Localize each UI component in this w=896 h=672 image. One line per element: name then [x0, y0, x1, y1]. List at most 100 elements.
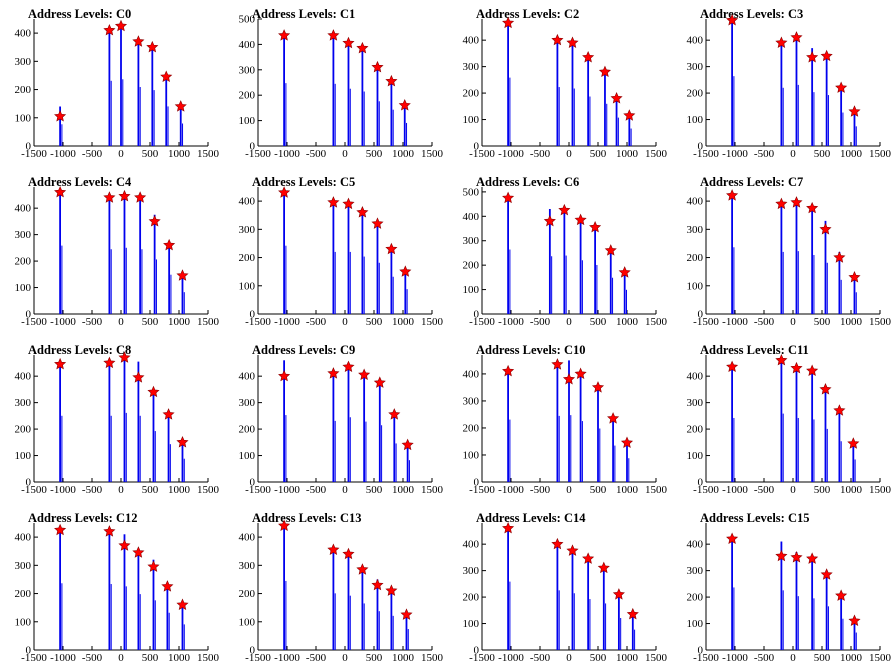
- x-tick-label: 0: [118, 484, 124, 496]
- x-tick-label: -1000: [722, 484, 748, 496]
- y-tick-label: 300: [687, 565, 704, 577]
- chart-title: Address Levels: C9: [252, 343, 356, 357]
- x-tick-label: -1000: [274, 316, 300, 328]
- chart-svg: 0 100 200 300 400 -1500 -1000 -500 0 500 1000 1500: [239, 519, 444, 664]
- level-marker: [176, 435, 189, 448]
- y-tick-label: 0: [26, 645, 32, 657]
- x-tick-label: -1000: [274, 148, 300, 160]
- level-marker: [278, 519, 291, 531]
- level-marker: [147, 560, 160, 572]
- x-tick-label: 1500: [645, 148, 668, 160]
- y-tick-label: 300: [687, 224, 704, 236]
- level-marker: [373, 376, 386, 388]
- chart-title: Address Levels: C2: [476, 7, 580, 21]
- y-tick-label: 200: [463, 592, 480, 604]
- x-tick-label: -500: [530, 316, 551, 328]
- x-tick-label: -500: [82, 148, 103, 160]
- y-tick-label: 100: [463, 618, 480, 630]
- x-tick-label: -1000: [50, 484, 76, 496]
- chart-svg: 0 100 200 300 400 -1500 -1000 -500 0 500 1000 1500: [15, 185, 220, 328]
- y-tick-label: 400: [687, 539, 704, 551]
- chart-svg: 0 100 200 300 400 -1500 -1000 -500 0 500 1000 1500: [687, 353, 892, 496]
- chart-title: Address Levels: C4: [28, 175, 132, 189]
- y-tick-label: 0: [26, 141, 32, 153]
- level-marker: [806, 51, 819, 63]
- x-tick-label: -500: [530, 484, 551, 496]
- level-marker: [502, 521, 515, 534]
- x-tick-label: -1000: [274, 484, 300, 496]
- level-marker: [562, 372, 576, 385]
- x-tick-label: -500: [754, 316, 775, 328]
- level-marker: [820, 49, 833, 62]
- x-tick-label: 1000: [168, 316, 191, 328]
- level-marker: [775, 36, 788, 48]
- x-tick-label: -500: [530, 652, 551, 664]
- x-tick-label: 1500: [197, 316, 220, 328]
- level-marker: [327, 196, 340, 208]
- x-tick-label: 500: [590, 148, 607, 160]
- chart-title: Address Levels: C6: [476, 175, 580, 189]
- y-tick-label: 200: [15, 588, 32, 600]
- y-tick-label: 0: [474, 141, 480, 153]
- y-tick-label: 100: [239, 450, 256, 462]
- level-marker: [114, 19, 128, 32]
- level-marker: [132, 546, 145, 558]
- chart-svg: 0 100 200 300 400 -1500 -1000 -500 0 500 1000 1500: [239, 186, 444, 328]
- level-marker: [134, 191, 147, 203]
- y-tick-label: 300: [463, 61, 480, 73]
- chart-svg: 0 100 200 300 400 500 -1500 -1000 -500 0 500 1000 15…: [463, 186, 668, 328]
- x-tick-label: -1000: [50, 148, 76, 160]
- y-tick-label: 100: [239, 616, 256, 628]
- level-marker: [146, 40, 159, 53]
- chart-panel: Address Levels: C12 0 100 200 300 400 -1500 -10…: [0, 504, 224, 672]
- level-marker: [103, 23, 116, 36]
- level-marker: [358, 368, 371, 380]
- x-tick-label: 1000: [616, 484, 639, 496]
- y-tick-label: 400: [687, 35, 704, 47]
- x-tick-label: 0: [566, 484, 572, 496]
- y-tick-label: 400: [15, 28, 32, 40]
- x-tick-label: -1500: [21, 652, 47, 664]
- x-tick-label: 1000: [616, 148, 639, 160]
- chart-panel: Address Levels: C7 0 100 200 300 400 -1500 -100…: [672, 168, 896, 336]
- level-marker: [147, 385, 160, 398]
- x-tick-label: -1000: [50, 652, 76, 664]
- level-marker: [327, 29, 340, 41]
- y-tick-label: 300: [15, 229, 32, 241]
- y-tick-label: 200: [463, 422, 480, 434]
- level-marker: [848, 614, 861, 627]
- x-tick-label: 0: [342, 148, 348, 160]
- x-tick-label: -1000: [498, 652, 524, 664]
- x-tick-label: 500: [142, 148, 159, 160]
- x-tick-label: 1500: [869, 316, 892, 328]
- level-marker: [806, 552, 819, 564]
- y-tick-label: 100: [15, 282, 32, 294]
- level-marker: [848, 105, 861, 117]
- level-marker: [574, 367, 587, 380]
- y-tick-label: 100: [15, 616, 32, 628]
- level-marker: [806, 201, 819, 214]
- y-tick-label: 200: [687, 88, 704, 100]
- x-tick-label: -1500: [245, 484, 271, 496]
- level-marker: [607, 412, 620, 424]
- x-tick-label: 500: [366, 652, 383, 664]
- level-marker: [790, 551, 803, 563]
- x-tick-label: -1500: [693, 148, 719, 160]
- chart-title: Address Levels: C3: [700, 7, 804, 21]
- level-marker: [726, 360, 739, 373]
- x-tick-label: -1500: [469, 316, 495, 328]
- y-tick-label: 200: [463, 260, 480, 272]
- x-tick-label: -500: [306, 484, 327, 496]
- level-marker: [103, 356, 116, 369]
- y-tick-label: 400: [463, 368, 480, 380]
- level-marker: [612, 588, 625, 600]
- chart-svg: 0 100 200 300 400 -1500 -1000 -500 0 500 1000 1500: [687, 187, 892, 328]
- y-tick-label: 200: [687, 252, 704, 264]
- level-marker: [819, 222, 832, 235]
- x-tick-label: -1500: [245, 148, 271, 160]
- level-marker: [342, 36, 355, 49]
- x-tick-label: -1000: [722, 652, 748, 664]
- chart-svg: 0 100 200 300 400 -1500 -1000 -500 0 500 1000 1500: [687, 523, 892, 664]
- level-marker: [726, 189, 739, 201]
